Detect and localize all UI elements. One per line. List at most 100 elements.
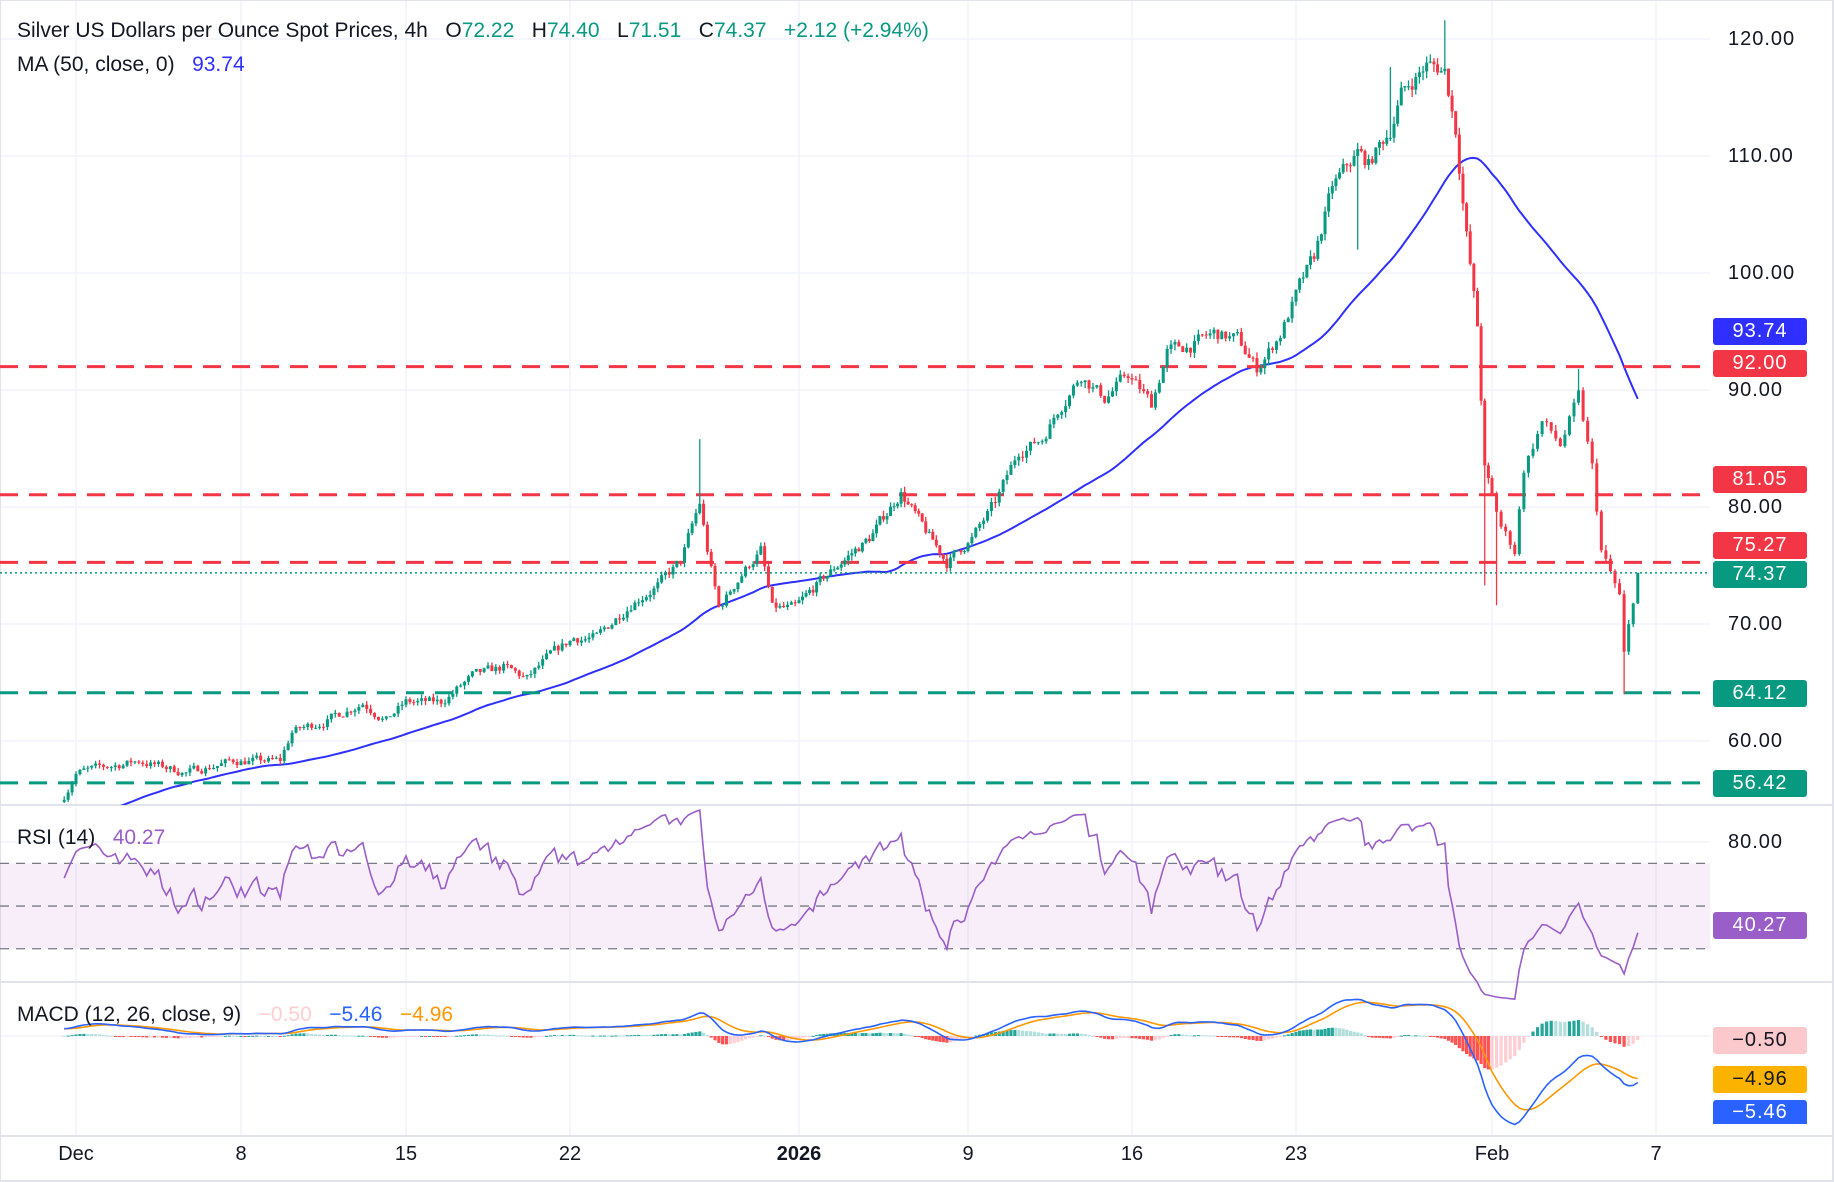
macd-histogram-bar — [881, 1032, 886, 1036]
candle-body — [404, 699, 408, 705]
candle-body — [1196, 334, 1200, 341]
candle — [675, 560, 679, 569]
candle — [1099, 382, 1103, 398]
candle-body — [1107, 396, 1111, 403]
candle-body — [1068, 395, 1072, 407]
candle-body — [1495, 493, 1499, 512]
candle — [286, 740, 290, 751]
macd-histogram-bar — [1631, 1036, 1635, 1044]
macd-legend[interactable]: MACD (12, 26, close, 9) −0.50 −5.46 −4.9… — [17, 1003, 453, 1027]
close-value: 74.37 — [713, 19, 767, 42]
macd-histogram-bar — [1388, 1036, 1392, 1039]
candle — [66, 789, 70, 802]
candle-body — [1457, 134, 1461, 174]
candle-body — [278, 757, 282, 761]
macd-histogram-bar — [1513, 1036, 1517, 1056]
date-tick: 23 — [1284, 1143, 1308, 1165]
candle-body — [1348, 165, 1352, 167]
macd-histogram-bar — [521, 1036, 525, 1038]
change-value: +2.12 (+2.94%) — [784, 19, 929, 42]
candle — [1586, 416, 1590, 444]
candle-body — [1087, 380, 1091, 389]
candle — [782, 602, 786, 608]
candle-body — [247, 761, 251, 765]
macd-histogram-bar — [1044, 1033, 1048, 1036]
macd-histogram-bar — [333, 1034, 337, 1036]
macd-histogram-bar — [698, 1031, 702, 1036]
candle-body — [1091, 387, 1095, 389]
candle-body — [66, 792, 70, 800]
candle-body — [683, 547, 686, 563]
candle-body — [74, 773, 78, 784]
candle-body — [610, 625, 614, 629]
candle-body — [164, 766, 168, 770]
macd-histogram-bar — [1036, 1032, 1040, 1036]
candle — [839, 562, 843, 571]
macd-histogram-bar — [1009, 1030, 1013, 1036]
candle-body — [766, 566, 770, 587]
candle — [62, 796, 66, 803]
macd-histogram-bar — [235, 1035, 239, 1037]
macd-histogram-bar — [640, 1034, 645, 1036]
candle-body — [1479, 326, 1483, 401]
candle — [970, 532, 974, 547]
candle — [755, 550, 759, 567]
macd-histogram-bar — [1457, 1036, 1461, 1049]
candle — [1255, 352, 1259, 377]
macd-histogram-bar — [1308, 1029, 1313, 1036]
macd-histogram-bar — [1522, 1036, 1526, 1043]
macd-histogram-bar — [1259, 1036, 1263, 1042]
candle-body — [583, 639, 587, 641]
candle — [145, 760, 149, 769]
macd-histogram-bar — [1146, 1036, 1150, 1040]
candle — [545, 649, 549, 661]
candle-body — [595, 632, 599, 634]
macd-histogram-bar — [310, 1033, 314, 1036]
macd-histogram-bar — [349, 1035, 353, 1037]
candle — [1472, 262, 1476, 298]
candle-body — [377, 716, 380, 720]
macd-histogram-bar — [1370, 1036, 1374, 1038]
macd-histogram-bar — [168, 1036, 172, 1038]
candle-body — [1316, 240, 1320, 259]
macd-histogram-bar — [1359, 1033, 1363, 1036]
candle-body — [690, 523, 694, 534]
candle — [1563, 429, 1567, 448]
candle-body — [373, 713, 377, 717]
candle — [1294, 289, 1298, 306]
macd-histogram-bar — [1572, 1020, 1576, 1036]
macd-histogram-bar — [556, 1035, 560, 1037]
candle-body — [200, 771, 204, 774]
macd-histogram-bar — [1581, 1021, 1585, 1036]
candle — [1407, 80, 1411, 91]
candle — [1048, 419, 1052, 440]
date-tick: Dec — [58, 1143, 94, 1165]
candle-body — [993, 501, 997, 503]
candle-body — [1200, 334, 1204, 336]
macd-histogram-bar — [1231, 1036, 1236, 1038]
macd-histogram-bar — [1461, 1036, 1465, 1052]
candle-body — [478, 668, 482, 673]
candle — [671, 564, 675, 579]
candle — [660, 571, 664, 584]
macd-histogram-bar — [1212, 1035, 1216, 1037]
ma-legend[interactable]: MA (50, close, 0) 93.74 — [17, 53, 245, 77]
candle — [223, 758, 227, 768]
candle-body — [825, 576, 829, 579]
candle-body — [160, 761, 164, 767]
candle — [560, 639, 564, 652]
rsi-legend[interactable]: RSI (14) 40.27 — [17, 826, 165, 850]
macd-histogram-bar — [207, 1036, 212, 1038]
candle-body — [801, 596, 805, 601]
candle — [1454, 110, 1458, 138]
candle-body — [1099, 385, 1103, 396]
candle — [404, 696, 408, 708]
candle-body — [219, 763, 223, 766]
candle-body — [1146, 391, 1150, 395]
candle-body — [1417, 72, 1421, 77]
symbol-title: Silver US Dollars per Ounce Spot Prices,… — [17, 19, 428, 42]
macd-histogram-bar — [1095, 1036, 1099, 1037]
macd-histogram-bar — [732, 1036, 736, 1044]
